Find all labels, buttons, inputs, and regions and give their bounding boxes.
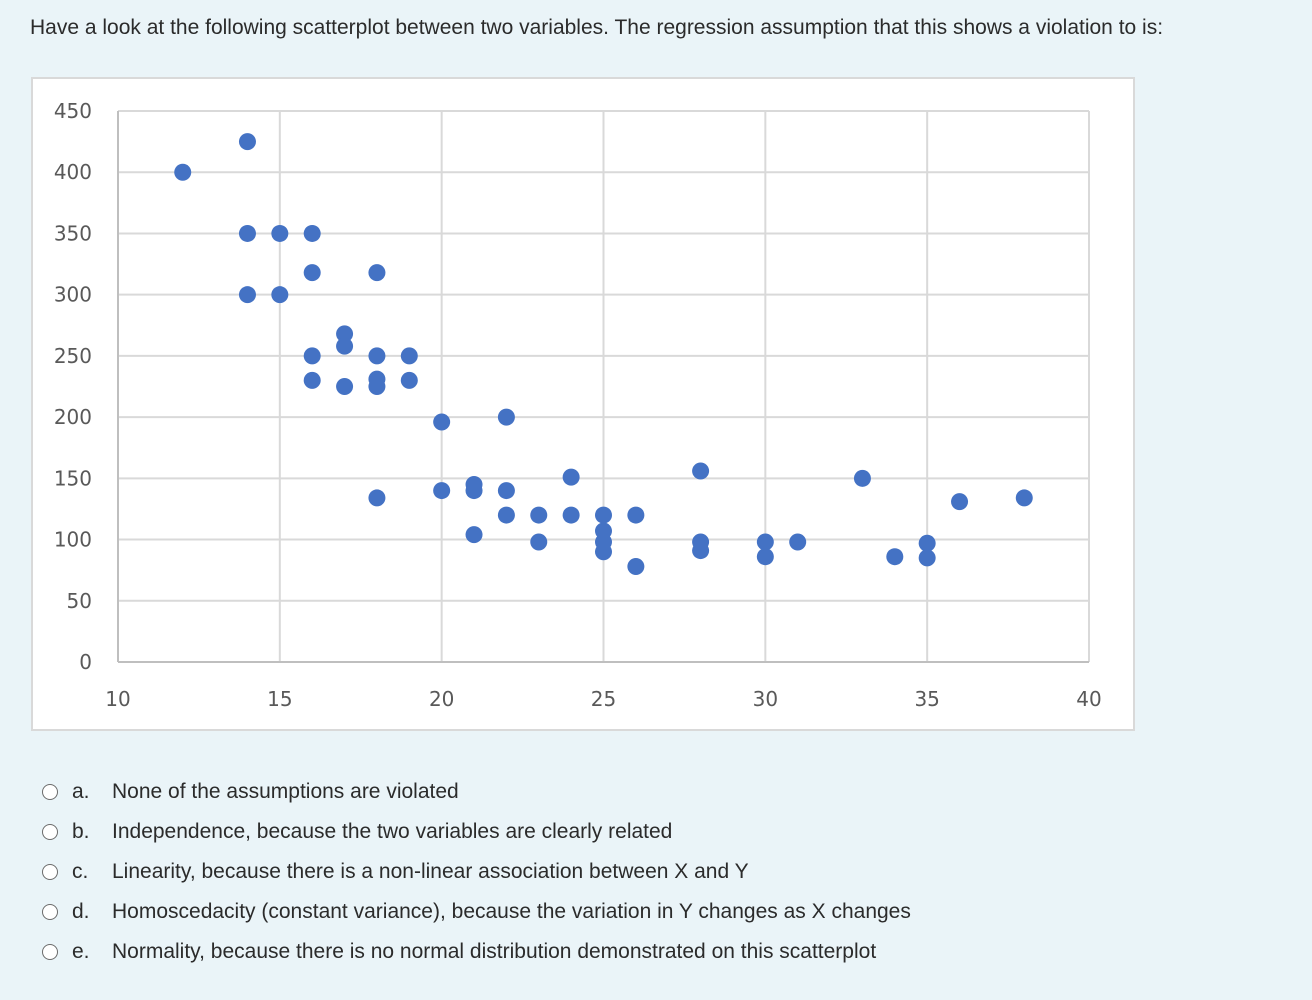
- data-point: [174, 163, 192, 181]
- option-letter: c.: [72, 860, 89, 883]
- data-point: [465, 526, 483, 544]
- answer-options: a. None of the assumptions are violated …: [40, 772, 911, 972]
- option-e[interactable]: e. Normality, because there is no normal…: [40, 932, 911, 972]
- option-a[interactable]: a. None of the assumptions are violated: [40, 772, 911, 812]
- data-point: [692, 462, 710, 480]
- radio-a[interactable]: [42, 784, 58, 800]
- x-tick-label: 10: [105, 687, 130, 711]
- data-point: [303, 347, 321, 365]
- option-letter: a.: [72, 780, 90, 803]
- x-tick-label: 30: [753, 687, 778, 711]
- data-point: [271, 224, 289, 242]
- data-point: [918, 549, 936, 567]
- x-tick-label: 15: [267, 687, 292, 711]
- y-tick-label: 300: [54, 283, 92, 307]
- data-point: [853, 469, 871, 487]
- data-point: [562, 506, 580, 524]
- data-point: [497, 506, 515, 524]
- data-point: [238, 133, 256, 151]
- data-point: [400, 347, 418, 365]
- data-point: [595, 543, 612, 561]
- data-point: [1015, 489, 1033, 507]
- axes: [117, 111, 1089, 663]
- data-point: [595, 506, 612, 524]
- scatter-chart: 0 50 100 150 200 250 300 350 400 450 10 15 20 25 30 35 4…: [54, 99, 1102, 711]
- data-point: [789, 533, 807, 551]
- data-point: [627, 557, 645, 575]
- option-c[interactable]: c. Linearity, because there is a non-lin…: [40, 852, 911, 892]
- option-text: Independence, because the two variables …: [112, 820, 673, 843]
- data-point: [530, 506, 548, 524]
- data-point: [336, 378, 354, 395]
- y-tick-label: 450: [54, 99, 92, 123]
- data-points: [174, 133, 1033, 575]
- y-tick-label: 150: [54, 466, 92, 490]
- data-point: [886, 548, 904, 566]
- data-point: [465, 482, 483, 500]
- chart-frame: [31, 77, 1135, 731]
- option-text: Normality, because there is no normal di…: [112, 940, 877, 963]
- radio-d[interactable]: [42, 904, 58, 920]
- data-point: [918, 534, 936, 552]
- x-tick-label: 20: [429, 687, 454, 711]
- x-tick-label: 35: [914, 687, 939, 711]
- data-point: [238, 286, 256, 304]
- data-point: [368, 378, 386, 395]
- data-point: [530, 533, 548, 551]
- data-point: [400, 371, 418, 389]
- data-point: [951, 493, 969, 511]
- data-point: [368, 264, 386, 282]
- data-point: [562, 468, 580, 486]
- data-point: [497, 482, 515, 500]
- option-d[interactable]: d. Homoscedacity (constant variance), be…: [40, 892, 911, 932]
- data-point: [368, 489, 386, 507]
- data-point: [303, 264, 321, 282]
- data-point: [756, 548, 774, 566]
- option-text: None of the assumptions are violated: [112, 780, 459, 803]
- y-tick-label: 50: [67, 589, 92, 613]
- x-tick-label: 25: [591, 687, 616, 711]
- option-letter: e.: [72, 940, 90, 963]
- radio-e[interactable]: [42, 944, 58, 960]
- y-tick-label: 200: [54, 405, 92, 429]
- option-b[interactable]: b. Independence, because the two variabl…: [40, 812, 911, 852]
- data-point: [433, 413, 451, 431]
- data-point: [238, 224, 256, 242]
- grid-lines: [118, 110, 1090, 662]
- data-point: [368, 347, 386, 365]
- y-tick-label: 350: [54, 221, 92, 245]
- data-point: [303, 224, 321, 242]
- tick-labels: 0 50 100 150 200 250 300 350 400 450 10 15 20 25 30 35 4…: [54, 99, 1102, 711]
- y-tick-label: 0: [79, 650, 92, 674]
- option-text: Linearity, because there is a non-linear…: [112, 860, 749, 883]
- data-point: [692, 542, 710, 560]
- data-point: [756, 533, 774, 551]
- option-letter: d.: [72, 900, 90, 923]
- data-point: [336, 337, 354, 355]
- y-tick-label: 250: [54, 344, 92, 368]
- data-point: [303, 371, 321, 389]
- question-text: Have a look at the following scatterplot…: [30, 16, 1164, 39]
- y-tick-label: 100: [54, 528, 92, 552]
- y-tick-label: 400: [54, 160, 92, 184]
- radio-b[interactable]: [42, 824, 58, 840]
- data-point: [497, 408, 515, 426]
- data-point: [336, 325, 354, 343]
- data-point: [433, 482, 451, 500]
- option-letter: b.: [72, 820, 90, 843]
- data-point: [627, 506, 645, 524]
- radio-c[interactable]: [42, 864, 58, 880]
- x-tick-label: 40: [1076, 687, 1101, 711]
- option-text: Homoscedacity (constant variance), becau…: [112, 900, 911, 923]
- data-point: [271, 286, 289, 304]
